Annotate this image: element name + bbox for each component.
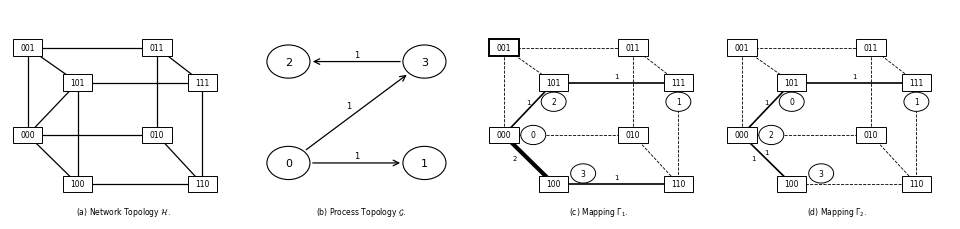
Text: 011: 011 — [626, 44, 640, 53]
FancyBboxPatch shape — [727, 127, 756, 144]
Text: 111: 111 — [909, 79, 924, 88]
FancyBboxPatch shape — [856, 127, 886, 144]
Text: 1: 1 — [676, 98, 681, 107]
Text: 000: 000 — [20, 131, 36, 140]
Text: 001: 001 — [20, 44, 35, 53]
FancyBboxPatch shape — [901, 75, 931, 91]
Text: 1: 1 — [751, 155, 756, 161]
Circle shape — [570, 164, 595, 183]
Text: 0: 0 — [789, 98, 794, 107]
Text: 110: 110 — [671, 180, 685, 189]
FancyBboxPatch shape — [62, 75, 92, 91]
FancyBboxPatch shape — [62, 176, 92, 192]
Text: 100: 100 — [546, 180, 561, 189]
Text: 1: 1 — [613, 73, 618, 79]
FancyBboxPatch shape — [187, 176, 217, 192]
Text: 1: 1 — [914, 98, 919, 107]
Text: 100: 100 — [70, 180, 84, 189]
Text: 1: 1 — [420, 158, 428, 168]
FancyBboxPatch shape — [539, 176, 568, 192]
FancyBboxPatch shape — [489, 127, 518, 144]
Text: 0: 0 — [531, 131, 536, 140]
Text: 111: 111 — [671, 79, 685, 88]
Circle shape — [267, 46, 310, 79]
Text: 1: 1 — [613, 174, 618, 180]
FancyBboxPatch shape — [142, 127, 172, 144]
Circle shape — [403, 46, 446, 79]
Text: 101: 101 — [70, 79, 84, 88]
Circle shape — [521, 126, 545, 145]
FancyBboxPatch shape — [489, 40, 518, 57]
FancyBboxPatch shape — [539, 75, 568, 91]
Text: 011: 011 — [150, 44, 164, 53]
Text: 3: 3 — [420, 57, 428, 67]
FancyBboxPatch shape — [727, 40, 756, 57]
Text: 010: 010 — [150, 131, 164, 140]
Circle shape — [267, 147, 310, 180]
Text: 3: 3 — [581, 169, 586, 178]
FancyBboxPatch shape — [618, 40, 648, 57]
Text: 000: 000 — [496, 131, 511, 140]
Circle shape — [904, 93, 929, 112]
FancyBboxPatch shape — [777, 75, 806, 91]
Text: 010: 010 — [626, 131, 640, 140]
Text: 001: 001 — [734, 44, 749, 53]
Text: 1: 1 — [354, 152, 359, 161]
Text: 2: 2 — [551, 98, 556, 107]
Text: 100: 100 — [784, 180, 799, 189]
Text: 1: 1 — [764, 150, 769, 156]
Text: 011: 011 — [864, 44, 878, 53]
FancyBboxPatch shape — [856, 40, 886, 57]
FancyBboxPatch shape — [13, 127, 42, 144]
Text: 1: 1 — [354, 51, 359, 60]
FancyBboxPatch shape — [618, 127, 648, 144]
Text: 110: 110 — [195, 180, 209, 189]
Text: 110: 110 — [909, 180, 924, 189]
Text: 0: 0 — [285, 158, 292, 168]
Text: 000: 000 — [734, 131, 749, 140]
Text: 3: 3 — [819, 169, 824, 178]
FancyBboxPatch shape — [187, 75, 217, 91]
FancyBboxPatch shape — [663, 176, 693, 192]
Text: 1: 1 — [526, 99, 531, 105]
FancyBboxPatch shape — [142, 40, 172, 57]
FancyBboxPatch shape — [663, 75, 693, 91]
Text: (c) Mapping $\Gamma_1$.: (c) Mapping $\Gamma_1$. — [569, 205, 629, 218]
Circle shape — [780, 93, 804, 112]
Text: 1: 1 — [346, 102, 351, 111]
Text: 111: 111 — [195, 79, 209, 88]
Circle shape — [758, 126, 783, 145]
Text: 2: 2 — [769, 131, 774, 140]
Circle shape — [666, 93, 691, 112]
Circle shape — [403, 147, 446, 180]
Text: 1: 1 — [852, 73, 856, 79]
Text: 2: 2 — [285, 57, 292, 67]
Text: (d) Mapping $\Gamma_2$.: (d) Mapping $\Gamma_2$. — [807, 205, 867, 218]
Text: (a) Network Topology $\mathcal{H}$.: (a) Network Topology $\mathcal{H}$. — [76, 205, 170, 218]
FancyBboxPatch shape — [901, 176, 931, 192]
Circle shape — [808, 164, 833, 183]
FancyBboxPatch shape — [777, 176, 806, 192]
Text: (b) Process Topology $\mathcal{G}$.: (b) Process Topology $\mathcal{G}$. — [316, 205, 406, 218]
Circle shape — [541, 93, 566, 112]
Text: 101: 101 — [546, 79, 561, 88]
FancyBboxPatch shape — [13, 40, 42, 57]
Text: 001: 001 — [496, 44, 511, 53]
Text: 1: 1 — [764, 99, 769, 105]
Text: 101: 101 — [784, 79, 799, 88]
Text: 2: 2 — [513, 155, 517, 161]
Text: 010: 010 — [864, 131, 878, 140]
